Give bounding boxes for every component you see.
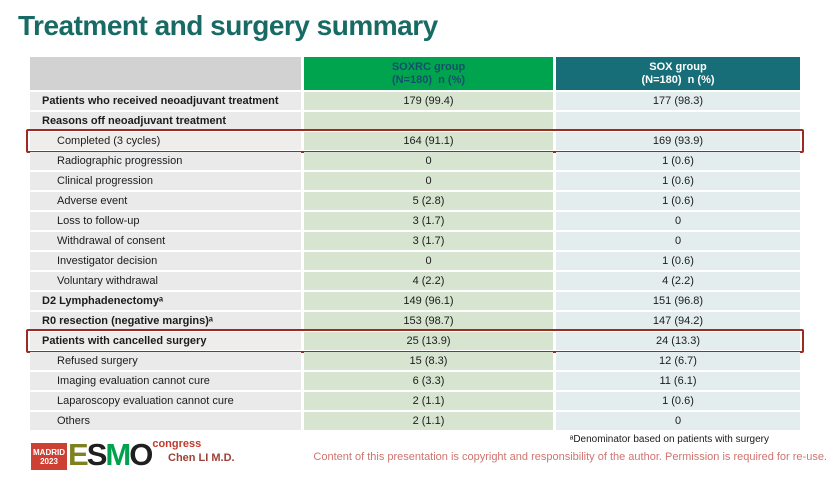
row-label: Voluntary withdrawal [30, 272, 301, 290]
row-label: Completed (3 cycles) [30, 132, 301, 150]
soxrc-value: 149 (96.1) [304, 292, 553, 310]
table-row: Clinical progression 0 1 (0.6) [30, 172, 800, 190]
presenter-name: Chen LI M.D. [168, 452, 235, 464]
soxrc-value: 153 (98.7) [304, 312, 553, 330]
esmo-congress-logo: MADRID 2023 ESMO congress [31, 438, 201, 470]
table-row: Others 2 (1.1) 0 [30, 412, 800, 430]
row-label: Imaging evaluation cannot cure [30, 372, 301, 390]
esmo-wordmark: ESMO [68, 437, 153, 472]
sox-value: 169 (93.9) [556, 132, 800, 150]
row-label: Laparoscopy evaluation cannot cure [30, 392, 301, 410]
page-title: Treatment and surgery summary [18, 10, 438, 41]
soxrc-value: 3 (1.7) [304, 232, 553, 250]
table-row: Adverse event 5 (2.8) 1 (0.6) [30, 192, 800, 210]
congress-label: congress [152, 438, 202, 450]
soxrc-value: 179 (99.4) [304, 92, 553, 110]
row-label: Loss to follow-up [30, 212, 301, 230]
row-label: Patients who received neoadjuvant treatm… [30, 92, 301, 110]
table-row: R0 resection (negative margins)ᵃ 153 (98… [30, 312, 800, 330]
row-label: Adverse event [30, 192, 301, 210]
table-body: Patients who received neoadjuvant treatm… [26, 92, 804, 430]
table-row: Refused surgery 15 (8.3) 12 (6.7) [30, 352, 800, 370]
header-blank-cell [30, 57, 301, 90]
table-header-row: SOXRC group (N=180) n (%) SOX group (N=1… [30, 57, 800, 90]
row-label: Withdrawal of consent [30, 232, 301, 250]
soxrc-value: 15 (8.3) [304, 352, 553, 370]
soxrc-group-label: SOXRC group [391, 60, 466, 73]
soxrc-group-sublabel: (N=180) n (%) [391, 73, 466, 86]
table-row: Loss to follow-up 3 (1.7) 0 [30, 212, 800, 230]
table-row: Laparoscopy evaluation cannot cure 2 (1.… [30, 392, 800, 410]
madrid-2023-badge: MADRID 2023 [31, 443, 67, 470]
sox-group-label: SOX group [649, 60, 707, 73]
sox-value: 1 (0.6) [556, 192, 800, 210]
sox-value: 0 [556, 232, 800, 250]
table-footnote: ᵃDenominator based on patients with surg… [569, 434, 769, 445]
table-row: Patients with cancelled surgery 25 (13.9… [26, 329, 804, 353]
row-label: Investigator decision [30, 252, 301, 270]
sox-value: 151 (96.8) [556, 292, 800, 310]
row-label: Reasons off neoadjuvant treatment [30, 112, 301, 130]
soxrc-value: 0 [304, 252, 553, 270]
soxrc-value: 164 (91.1) [304, 132, 553, 150]
sox-value: 12 (6.7) [556, 352, 800, 370]
sox-value: 1 (0.6) [556, 392, 800, 410]
table-row: Investigator decision 0 1 (0.6) [30, 252, 800, 270]
soxrc-value: 0 [304, 172, 553, 190]
soxrc-value: 3 (1.7) [304, 212, 553, 230]
sox-value: 0 [556, 212, 800, 230]
sox-value: 1 (0.6) [556, 172, 800, 190]
soxrc-value: 2 (1.1) [304, 412, 553, 430]
row-label: Radiographic progression [30, 152, 301, 170]
table-row: Patients who received neoadjuvant treatm… [30, 92, 800, 110]
column-header-sox: SOX group (N=180) n (%) [556, 57, 800, 90]
table-row: D2 Lymphadenectomyᵃ 149 (96.1) 151 (96.8… [30, 292, 800, 310]
sox-value: 147 (94.2) [556, 312, 800, 330]
table-row: Imaging evaluation cannot cure 6 (3.3) 1… [30, 372, 800, 390]
soxrc-value [304, 112, 553, 130]
sox-value: 1 (0.6) [556, 152, 800, 170]
table-row: Completed (3 cycles) 164 (91.1) 169 (93.… [26, 129, 804, 153]
row-label: Others [30, 412, 301, 430]
sox-value: 0 [556, 412, 800, 430]
table-row: Reasons off neoadjuvant treatment [30, 112, 800, 130]
summary-table: SOXRC group (N=180) n (%) SOX group (N=1… [26, 57, 804, 432]
soxrc-value: 6 (3.3) [304, 372, 553, 390]
table-row: Voluntary withdrawal 4 (2.2) 4 (2.2) [30, 272, 800, 290]
table-row: Radiographic progression 0 1 (0.6) [30, 152, 800, 170]
soxrc-value: 5 (2.8) [304, 192, 553, 210]
sox-value: 177 (98.3) [556, 92, 800, 110]
row-label: D2 Lymphadenectomyᵃ [30, 292, 301, 310]
copyright-notice: Content of this presentation is copyrigh… [313, 451, 827, 463]
soxrc-value: 0 [304, 152, 553, 170]
soxrc-value: 25 (13.9) [304, 332, 553, 350]
sox-group-sublabel: (N=180) n (%) [641, 73, 715, 86]
sox-value: 24 (13.3) [556, 332, 800, 350]
row-label: Refused surgery [30, 352, 301, 370]
logo-venue: MADRID [33, 447, 65, 457]
sox-value [556, 112, 800, 130]
row-label: Patients with cancelled surgery [30, 332, 301, 350]
soxrc-value: 2 (1.1) [304, 392, 553, 410]
row-label: Clinical progression [30, 172, 301, 190]
table-row: Withdrawal of consent 3 (1.7) 0 [30, 232, 800, 250]
column-header-soxrc: SOXRC group (N=180) n (%) [304, 57, 553, 90]
row-label: R0 resection (negative margins)ᵃ [30, 312, 301, 330]
soxrc-value: 4 (2.2) [304, 272, 553, 290]
sox-value: 11 (6.1) [556, 372, 800, 390]
sox-value: 4 (2.2) [556, 272, 800, 290]
sox-value: 1 (0.6) [556, 252, 800, 270]
logo-year: 2023 [40, 456, 58, 466]
